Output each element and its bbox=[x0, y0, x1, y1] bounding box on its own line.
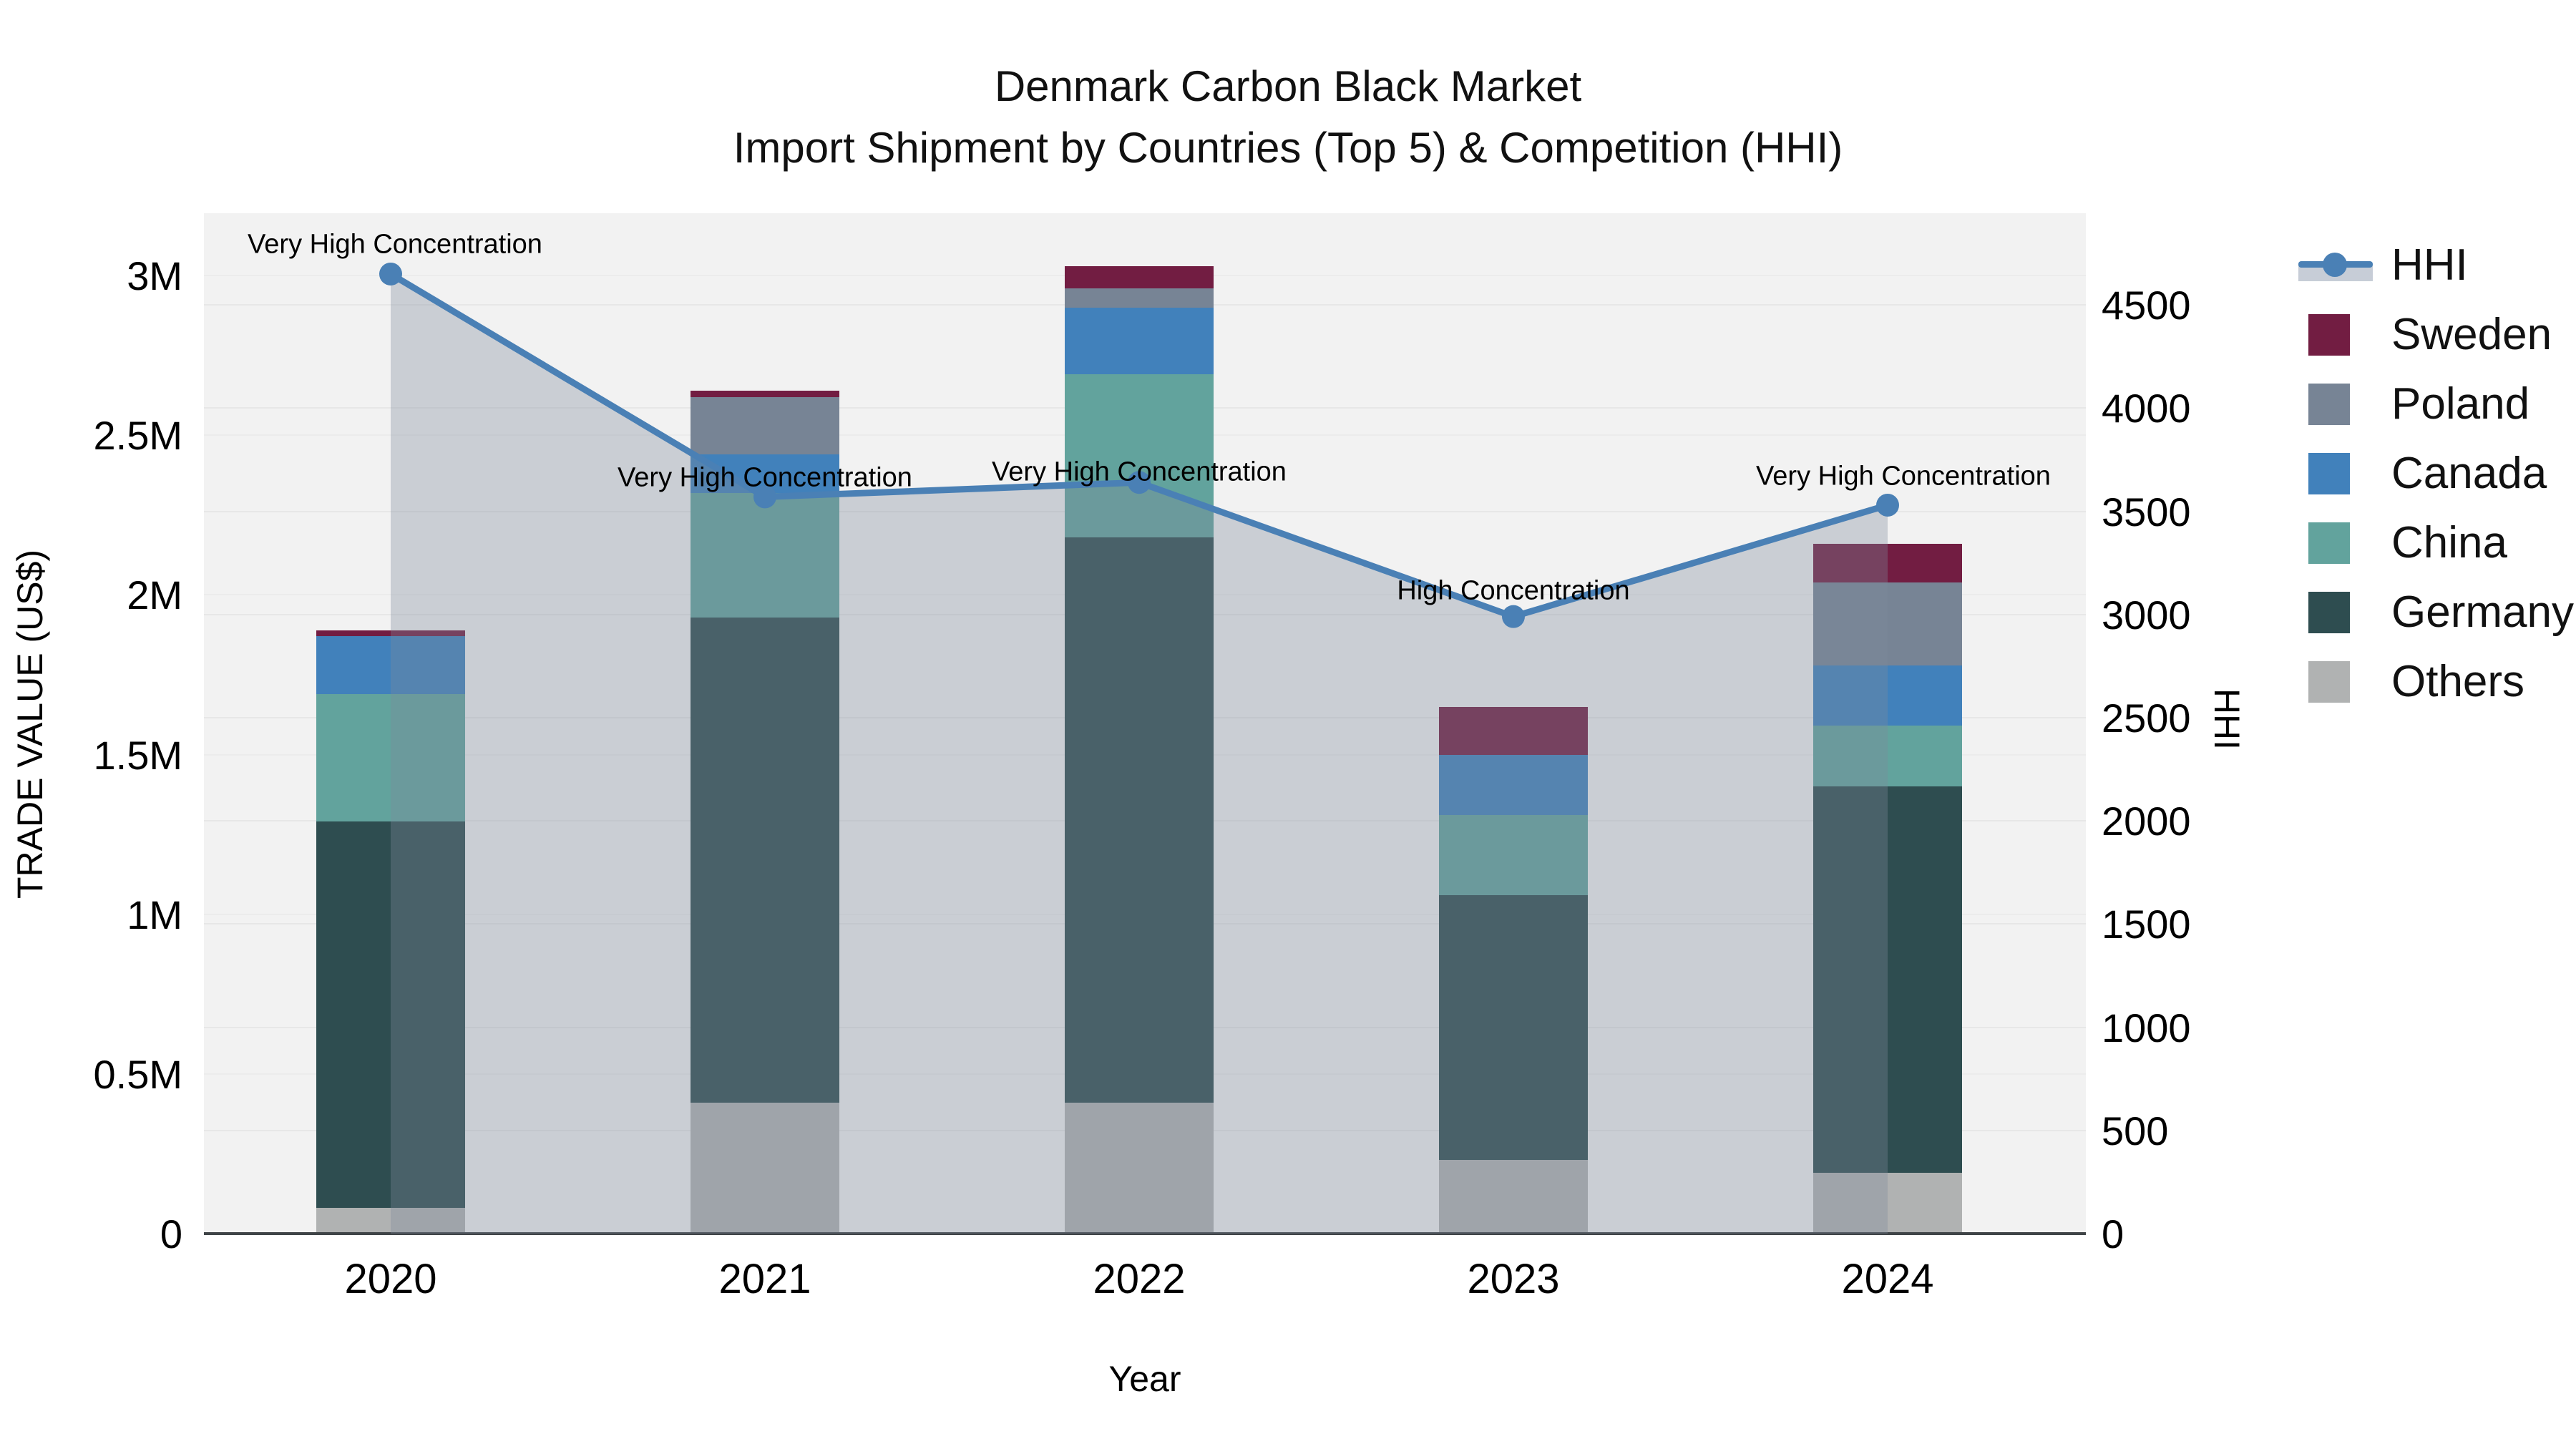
legend-symbol-hhi bbox=[2298, 245, 2373, 286]
legend-item-germany[interactable]: Germany bbox=[2298, 577, 2574, 647]
annotation-2022: Very High Concentration bbox=[992, 457, 1287, 487]
legend-swatch-canada bbox=[2308, 452, 2350, 494]
bar-2020-canada[interactable] bbox=[316, 636, 465, 694]
y-axis-right-title: HHI bbox=[2207, 688, 2247, 751]
hhi-line-layer bbox=[379, 262, 1899, 1234]
bar-2024-china[interactable] bbox=[1813, 726, 1962, 787]
y-right-tick-3000: 3000 bbox=[2102, 592, 2191, 638]
x-tick-2020: 2020 bbox=[344, 1256, 437, 1302]
legend-symbol-others bbox=[2298, 660, 2373, 703]
legend-swatch-germany bbox=[2308, 591, 2350, 633]
bar-2021-germany[interactable] bbox=[691, 617, 839, 1103]
y-right-tick-4000: 4000 bbox=[2102, 386, 2191, 431]
legend: HHI Sweden Poland Canada China Germany Others bbox=[2298, 230, 2574, 716]
hhi-marker-2024[interactable] bbox=[1876, 493, 1899, 517]
bar-2021-sweden[interactable] bbox=[691, 390, 839, 397]
bar-2020-germany[interactable] bbox=[316, 821, 465, 1209]
y-left-tick-1.5M: 1.5M bbox=[93, 732, 183, 778]
y-left-tick-0: 0 bbox=[160, 1211, 182, 1257]
legend-symbol-sweden bbox=[2298, 313, 2373, 356]
legend-swatch-others bbox=[2308, 660, 2350, 703]
bar-2020-others[interactable] bbox=[316, 1208, 465, 1234]
chart-title: Denmark Carbon Black Market Import Shipm… bbox=[0, 56, 2576, 179]
legend-label-hhi: HHI bbox=[2391, 240, 2468, 290]
y-right-tick-2500: 2500 bbox=[2102, 696, 2191, 741]
hhi-line-dot-icon bbox=[2323, 252, 2347, 277]
bar-2022-sweden[interactable] bbox=[1065, 265, 1214, 288]
x-tick-2021: 2021 bbox=[718, 1256, 811, 1302]
y-left-tick-0.5M: 0.5M bbox=[93, 1051, 183, 1097]
bar-2023-china[interactable] bbox=[1439, 815, 1588, 895]
bar-2022-germany[interactable] bbox=[1065, 537, 1214, 1103]
y-right-tick-500: 500 bbox=[2102, 1108, 2169, 1153]
y-right-tick-1500: 1500 bbox=[2102, 902, 2191, 947]
bar-2021-poland[interactable] bbox=[691, 396, 839, 455]
bar-2020-china[interactable] bbox=[316, 693, 465, 822]
legend-swatch-poland bbox=[2308, 383, 2350, 425]
legend-symbol-canada bbox=[2298, 452, 2373, 494]
x-tick-2024: 2024 bbox=[1841, 1256, 1934, 1302]
bar-2024-germany[interactable] bbox=[1813, 786, 1962, 1174]
bar-2022-poland[interactable] bbox=[1065, 288, 1214, 308]
legend-label-sweden: Sweden bbox=[2391, 310, 2552, 359]
bar-2020-sweden[interactable] bbox=[316, 630, 465, 637]
bar-2022-canada[interactable] bbox=[1065, 307, 1214, 375]
hhi-marker-2022[interactable] bbox=[1128, 471, 1151, 494]
plot-area bbox=[204, 213, 2086, 1234]
bar-2024-poland[interactable] bbox=[1813, 582, 1962, 665]
legend-swatch-sweden bbox=[2308, 313, 2350, 356]
chart-title-line2: Import Shipment by Countries (Top 5) & C… bbox=[733, 124, 1843, 172]
hhi-marker-2020[interactable] bbox=[379, 262, 402, 286]
x-axis-title: Year bbox=[1108, 1359, 1181, 1399]
annotation-2023: High Concentration bbox=[1397, 575, 1630, 606]
bar-2021-others[interactable] bbox=[691, 1103, 839, 1234]
legend-item-sweden[interactable]: Sweden bbox=[2298, 300, 2574, 369]
bar-2022-china[interactable] bbox=[1065, 374, 1214, 538]
y-left-tick-2.5M: 2.5M bbox=[93, 413, 183, 459]
x-tick-2022: 2022 bbox=[1093, 1256, 1186, 1302]
bar-2021-china[interactable] bbox=[691, 492, 839, 618]
bar-2024-sweden[interactable] bbox=[1813, 544, 1962, 582]
legend-item-hhi[interactable]: HHI bbox=[2298, 230, 2574, 300]
legend-label-others: Others bbox=[2391, 657, 2525, 706]
bar-2022-others[interactable] bbox=[1065, 1103, 1214, 1234]
annotation-2020: Very High Concentration bbox=[248, 229, 542, 260]
legend-item-others[interactable]: Others bbox=[2298, 647, 2574, 716]
x-tick-2023: 2023 bbox=[1467, 1256, 1560, 1302]
bar-2023-germany[interactable] bbox=[1439, 894, 1588, 1161]
hhi-area-fill bbox=[391, 273, 1888, 1234]
legend-label-germany: Germany bbox=[2391, 587, 2574, 637]
y-right-tick-0: 0 bbox=[2102, 1211, 2124, 1257]
annotation-2021: Very High Concentration bbox=[618, 462, 912, 493]
chart-title-line1: Denmark Carbon Black Market bbox=[994, 62, 1582, 110]
bar-2023-sweden[interactable] bbox=[1439, 706, 1588, 755]
y-left-tick-2M: 2M bbox=[127, 572, 182, 618]
bar-2024-canada[interactable] bbox=[1813, 665, 1962, 726]
legend-symbol-germany bbox=[2298, 591, 2373, 633]
legend-item-poland[interactable]: Poland bbox=[2298, 369, 2574, 439]
legend-label-canada: Canada bbox=[2391, 449, 2547, 498]
y-right-tick-1000: 1000 bbox=[2102, 1005, 2191, 1050]
y-left-tick-1M: 1M bbox=[127, 892, 182, 937]
annotation-2024: Very High Concentration bbox=[1756, 461, 2051, 492]
legend-symbol-poland bbox=[2298, 383, 2373, 425]
y-right-tick-4500: 4500 bbox=[2102, 283, 2191, 328]
hhi-line-icon bbox=[2298, 245, 2373, 286]
y-right-tick-2000: 2000 bbox=[2102, 799, 2191, 844]
legend-swatch-china bbox=[2308, 522, 2350, 564]
bar-2023-canada[interactable] bbox=[1439, 754, 1588, 816]
y-right-tick-3500: 3500 bbox=[2102, 489, 2191, 535]
hhi-marker-2021[interactable] bbox=[753, 485, 776, 509]
legend-item-canada[interactable]: Canada bbox=[2298, 439, 2574, 508]
legend-label-china: China bbox=[2391, 518, 2507, 567]
bar-2024-others[interactable] bbox=[1813, 1173, 1962, 1234]
legend-item-china[interactable]: China bbox=[2298, 508, 2574, 577]
bar-2023-others[interactable] bbox=[1439, 1160, 1588, 1234]
hhi-marker-2023[interactable] bbox=[1502, 605, 1525, 628]
x-axis-line bbox=[204, 1232, 2086, 1235]
y-left-tick-3M: 3M bbox=[127, 253, 182, 299]
legend-label-poland: Poland bbox=[2391, 379, 2530, 429]
legend-symbol-china bbox=[2298, 522, 2373, 564]
